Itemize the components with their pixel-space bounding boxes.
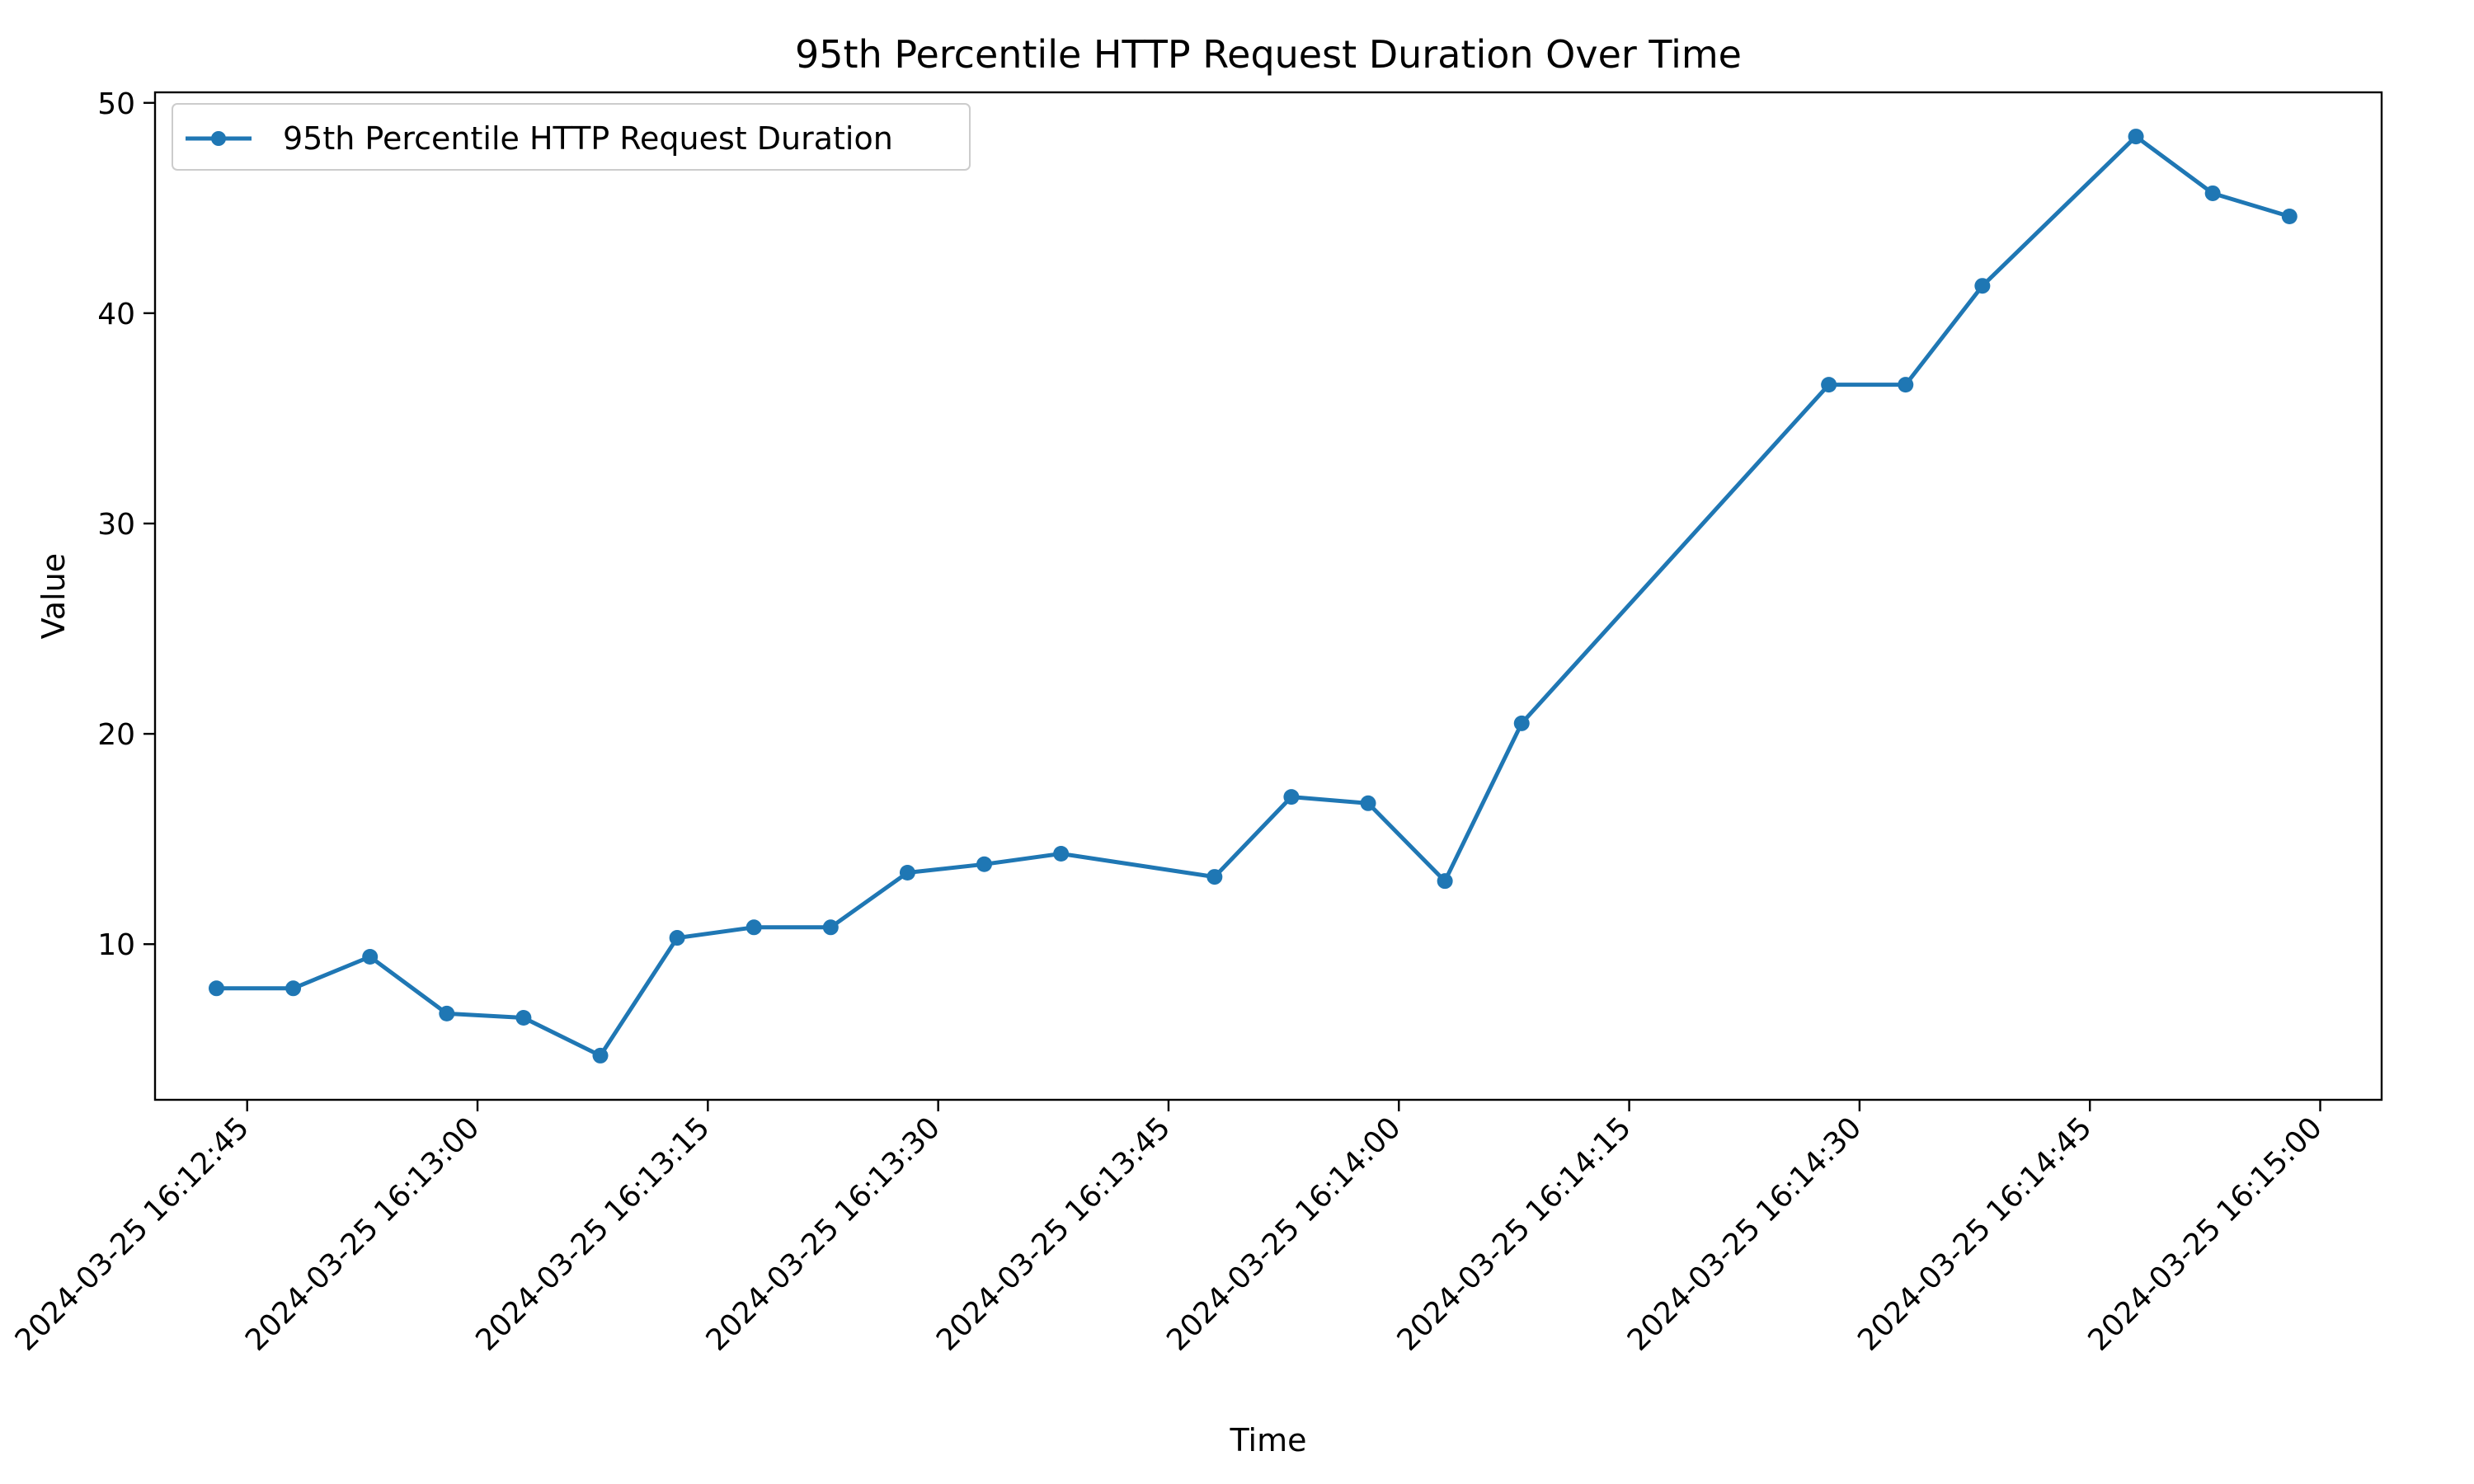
data-point <box>362 949 379 965</box>
data-point <box>1437 873 1453 890</box>
data-point <box>2204 185 2221 201</box>
data-point <box>2128 129 2144 145</box>
data-point <box>1898 377 1914 393</box>
series-layer <box>208 129 2298 1064</box>
data-point <box>1053 846 1070 862</box>
data-point <box>592 1047 609 1064</box>
x-axis-label: Time <box>1230 1422 1307 1458</box>
plot-area-background <box>155 92 2382 1100</box>
legend-box <box>172 103 971 171</box>
data-point <box>1821 377 1837 393</box>
data-point <box>208 980 224 997</box>
y-axis-ticks: 10 20 30 40 50 <box>97 87 155 962</box>
y-tick-label: 30 <box>97 508 135 542</box>
data-point <box>976 856 993 872</box>
data-point <box>1513 715 1530 731</box>
data-point <box>2281 209 2298 225</box>
legend-marker-swatch <box>211 131 226 146</box>
data-point <box>1360 795 1376 811</box>
y-tick-label: 10 <box>97 928 135 962</box>
data-point <box>1206 869 1223 885</box>
y-tick-label: 40 <box>97 298 135 331</box>
y-tick-label: 20 <box>97 718 135 752</box>
plot-area-frame <box>153 91 2383 1101</box>
data-point <box>439 1005 455 1021</box>
y-tick-label: 50 <box>97 87 135 121</box>
data-point <box>285 980 302 997</box>
legend: 95th Percentile HTTP Request Duration <box>172 103 971 171</box>
data-point <box>1974 278 1991 294</box>
chart-title: 95th Percentile HTTP Request Duration Ov… <box>795 32 1742 77</box>
data-point <box>669 930 685 946</box>
legend-label: 95th Percentile HTTP Request Duration <box>283 120 893 157</box>
data-point <box>822 919 839 936</box>
data-point <box>899 864 915 881</box>
y-axis-label: Value <box>35 553 72 639</box>
data-point <box>745 919 762 936</box>
data-point <box>515 1010 532 1026</box>
data-point <box>1283 789 1300 805</box>
